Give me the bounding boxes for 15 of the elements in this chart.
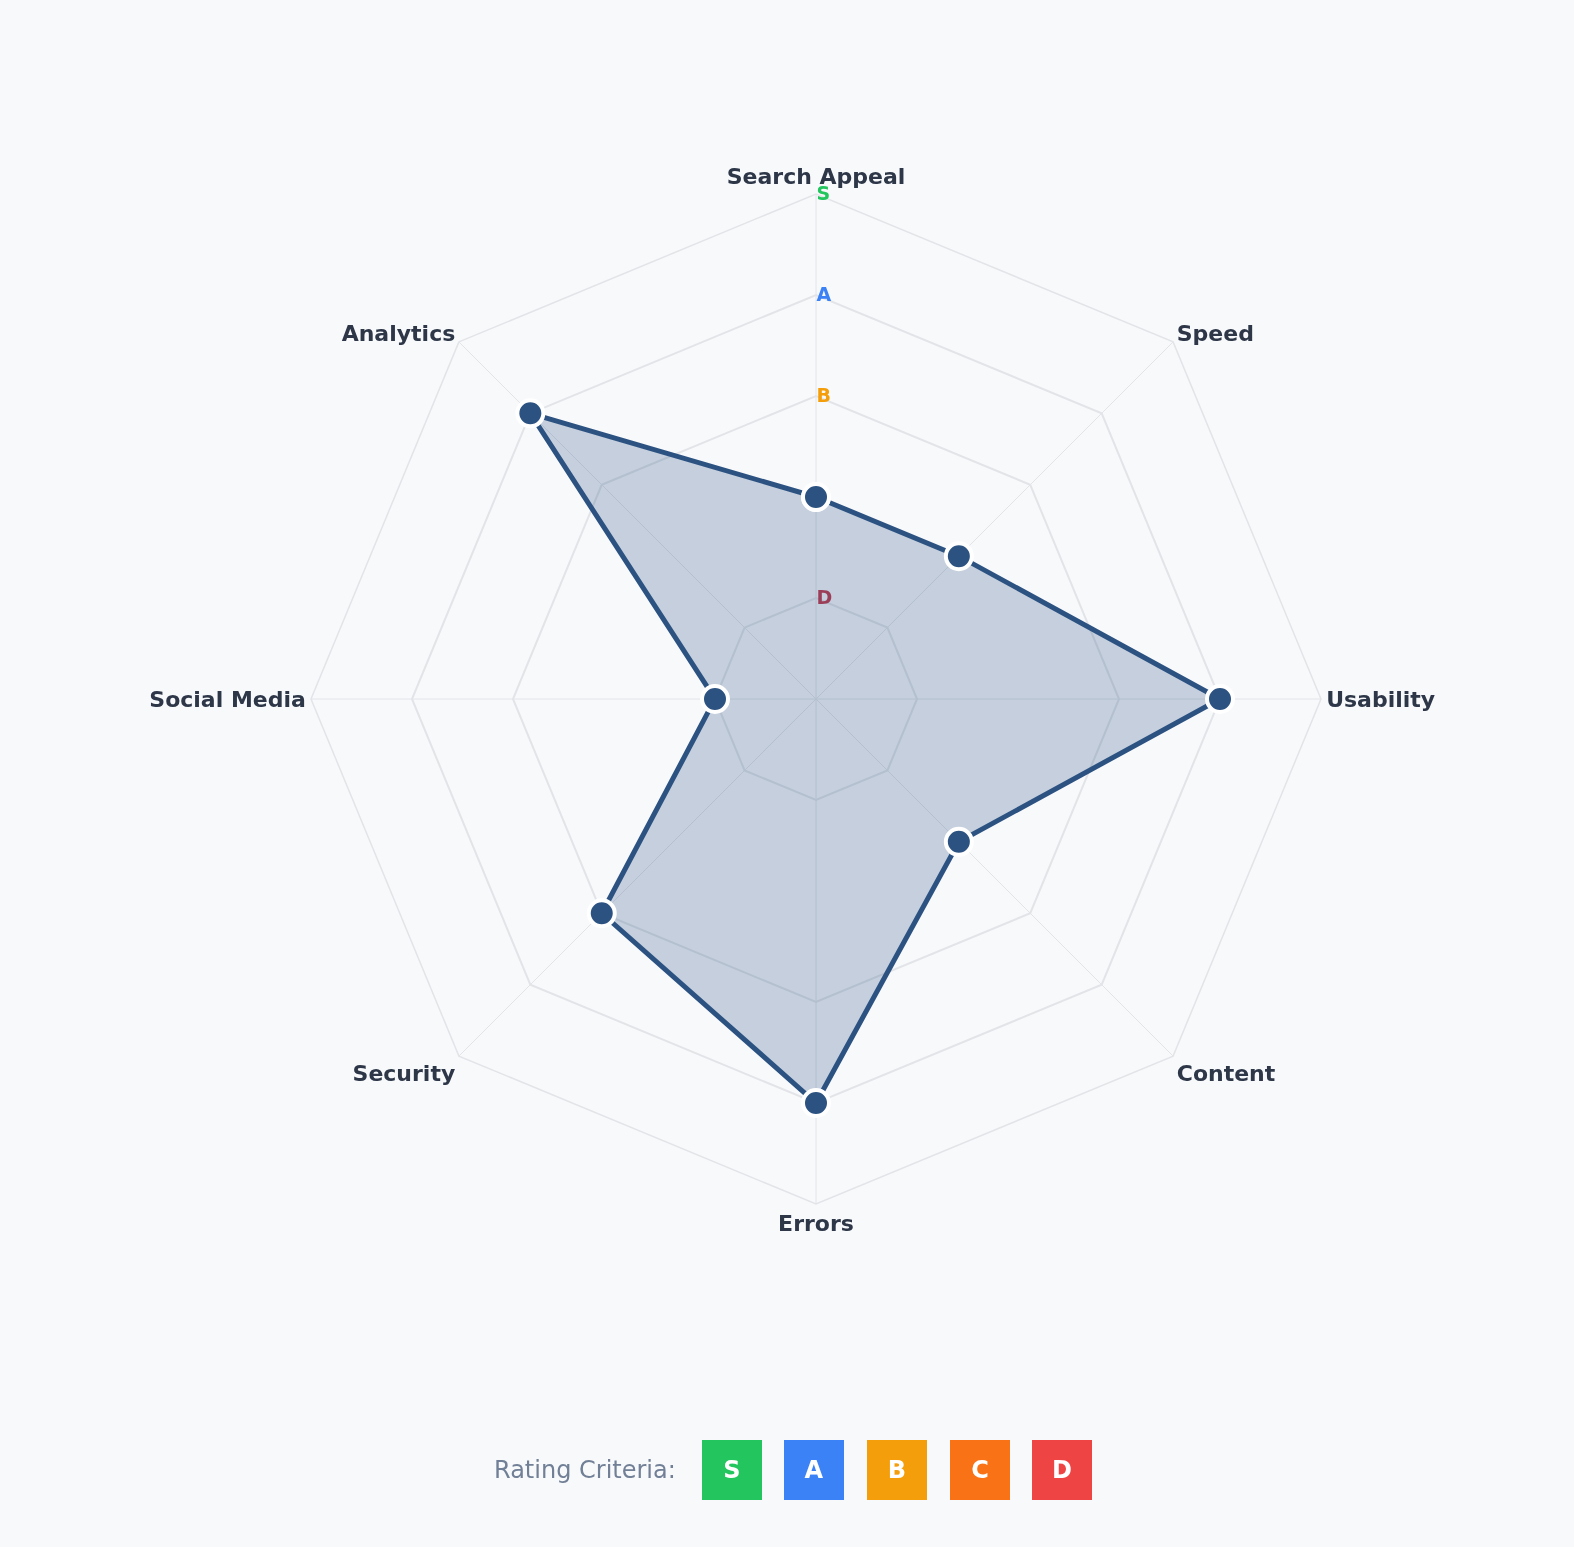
spoke-label: Security: [352, 1060, 456, 1086]
spoke-label: Content: [1176, 1060, 1276, 1086]
text: Rating Criteria:: [494, 1456, 676, 1484]
spoke-label: Usability: [1326, 686, 1436, 712]
text: D: [1052, 1456, 1072, 1484]
y-tick-label: A: [816, 283, 832, 306]
y-tick-label: B: [816, 384, 831, 407]
text: C: [971, 1456, 989, 1484]
text: S: [723, 1456, 741, 1484]
spoke-label: Social Media: [149, 686, 306, 712]
spoke-label: Errors: [778, 1211, 854, 1237]
y-tick-label: D: [816, 586, 833, 609]
spoke-label: Speed: [1176, 320, 1254, 346]
spoke-label: Analytics: [341, 320, 456, 346]
text: B: [887, 1456, 907, 1484]
